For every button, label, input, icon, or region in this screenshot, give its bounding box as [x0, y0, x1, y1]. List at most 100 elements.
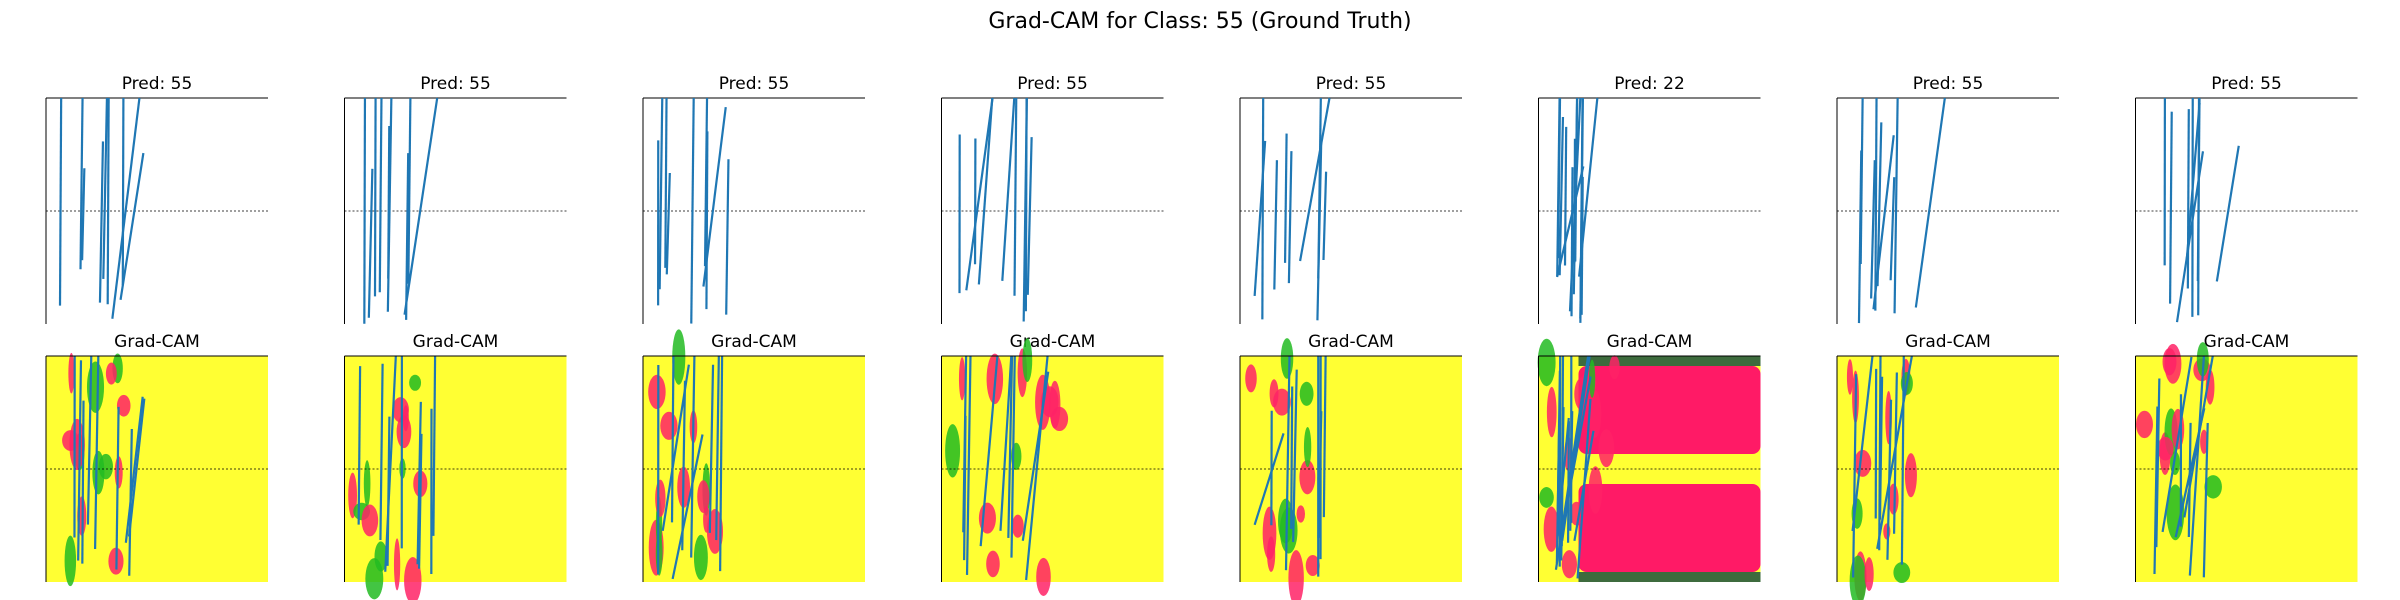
heatmap-blob — [68, 352, 75, 394]
pred-title: Pred: 55 — [420, 74, 491, 94]
heatmap-blob — [1893, 562, 1911, 584]
heatmap-blob — [2136, 410, 2153, 439]
heatmap-blob — [958, 357, 966, 401]
panel: Pred: 55 Grad-CAM — [344, 74, 567, 600]
heatmap-blob — [1273, 388, 1291, 416]
signal-trace — [77, 360, 83, 561]
signal-trace — [111, 97, 141, 319]
heatmap-blob — [1303, 427, 1312, 468]
signal-trace — [2202, 422, 2209, 578]
heatmap-blob — [2157, 436, 2174, 461]
signal-trace — [357, 366, 362, 525]
heatmap-blob — [2162, 348, 2177, 376]
signal-trace — [2187, 422, 2192, 538]
signal-trace — [1914, 97, 1946, 308]
heatmap-blob — [1022, 338, 1033, 383]
signal-trace — [407, 97, 412, 284]
heatmap-edge — [1578, 356, 1761, 366]
signal-trace — [965, 97, 994, 291]
signal-trace — [81, 400, 85, 564]
signal-trace — [1878, 355, 1882, 551]
signal-trace — [1561, 355, 1591, 541]
signal-trace — [2188, 355, 2206, 576]
signal-trace — [1900, 355, 1905, 565]
heatmap-blob — [105, 362, 117, 385]
signal-trace — [2168, 111, 2173, 304]
heatmap-blob — [1588, 390, 1602, 438]
heatmap-blob — [1299, 381, 1314, 406]
signal-trace — [708, 364, 715, 533]
signal-trace — [2197, 97, 2201, 316]
signal-trace — [1859, 97, 1864, 265]
signal-trace — [121, 97, 125, 286]
signal-trace — [1317, 411, 1323, 538]
heatmap-blob — [945, 424, 961, 478]
signal-trace — [1876, 355, 1913, 549]
signal-trace — [58, 97, 63, 306]
signal-trace — [124, 396, 144, 543]
signal-trace — [405, 153, 410, 320]
signal-trace — [1299, 97, 1331, 262]
heatmap-blob — [1546, 386, 1557, 438]
signal-trace — [1283, 133, 1288, 263]
heatmap-blob — [697, 480, 710, 513]
heatmap-blob — [98, 453, 114, 480]
signal-trace — [1253, 433, 1285, 526]
signal-trace — [2215, 145, 2240, 282]
heatmap-blob — [1598, 429, 1615, 468]
signal-trace — [1013, 97, 1018, 296]
signal-trace — [2155, 378, 2161, 548]
heatmap-blob — [986, 550, 1000, 578]
signal-trace — [386, 97, 393, 312]
signal-trace — [715, 355, 720, 541]
cam-title: Grad-CAM — [1905, 332, 1991, 352]
signal-trace — [670, 355, 675, 523]
heatmap-blob — [660, 411, 678, 440]
signal-trace — [367, 168, 374, 318]
pred-title: Pred: 55 — [1316, 74, 1387, 94]
heatmap-blob — [648, 374, 666, 410]
signal-trace — [725, 159, 730, 315]
heatmap-blob — [116, 394, 131, 417]
heatmap-blob — [62, 430, 79, 451]
heatmap-edge — [1578, 572, 1761, 582]
signal-trace — [1010, 355, 1016, 558]
heatmap-blob — [1279, 507, 1298, 554]
signal-trace — [1292, 369, 1298, 543]
signal-trace — [1574, 97, 1579, 262]
heatmap-blob — [1049, 380, 1061, 429]
signal-trace — [962, 355, 968, 533]
signal-trace — [1889, 177, 1896, 281]
heatmap-band — [1578, 366, 1761, 454]
signal-trace — [1870, 160, 1876, 299]
signal-trace — [1893, 97, 1899, 314]
signal-trace — [1570, 167, 1574, 317]
signal-trace — [386, 416, 391, 566]
heatmap-blob — [655, 479, 666, 517]
cam-title: Grad-CAM — [2204, 332, 2290, 352]
signal-trace — [1290, 386, 1294, 529]
pred-title: Pred: 55 — [1017, 74, 1088, 94]
signal-trace — [2185, 102, 2201, 263]
heatmap-blob — [1262, 506, 1277, 560]
signal-trace — [432, 355, 437, 536]
heatmap-blob — [1299, 459, 1316, 495]
cam-title: Grad-CAM — [413, 332, 499, 352]
signal-trace — [2153, 406, 2159, 575]
signal-trace — [1284, 355, 1291, 571]
signal-trace — [1022, 97, 1028, 322]
signal-trace — [1261, 97, 1265, 320]
heatmap-blob — [1883, 523, 1891, 540]
signal-trace — [93, 355, 100, 550]
signal-trace — [671, 434, 704, 580]
heatmap-blob — [64, 535, 77, 587]
figure-title: Grad-CAM for Class: 55 (Ground Truth) — [988, 9, 1411, 34]
heatmap-blob — [1539, 487, 1554, 508]
signal-trace — [681, 380, 687, 551]
heatmap-blob — [2200, 429, 2208, 454]
signal-trace — [1001, 97, 1016, 281]
